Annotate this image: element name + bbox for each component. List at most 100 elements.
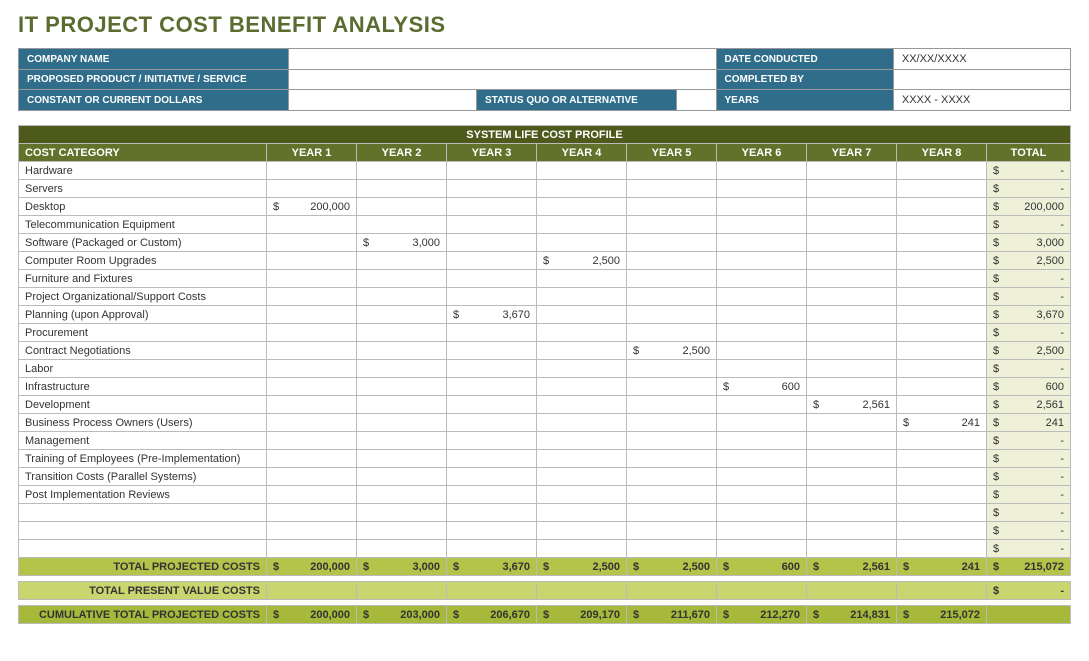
year-cell[interactable]: [447, 414, 537, 432]
year-cell[interactable]: [807, 360, 897, 378]
year-cell[interactable]: [537, 288, 627, 306]
year-cell[interactable]: [447, 378, 537, 396]
year-cell[interactable]: [717, 486, 807, 504]
year-cell[interactable]: [627, 270, 717, 288]
year-cell[interactable]: [267, 306, 357, 324]
year-cell[interactable]: [267, 414, 357, 432]
year-cell[interactable]: [357, 522, 447, 540]
year-cell[interactable]: [897, 198, 987, 216]
pv-cell[interactable]: [627, 582, 717, 600]
year-cell[interactable]: [807, 414, 897, 432]
year-cell[interactable]: [807, 288, 897, 306]
year-cell[interactable]: [897, 540, 987, 558]
pv-cell[interactable]: [717, 582, 807, 600]
year-cell[interactable]: [627, 378, 717, 396]
year-cell[interactable]: [537, 324, 627, 342]
year-cell[interactable]: [267, 270, 357, 288]
year-cell[interactable]: [447, 360, 537, 378]
year-cell[interactable]: [357, 288, 447, 306]
year-cell[interactable]: [357, 198, 447, 216]
year-cell[interactable]: [447, 522, 537, 540]
year-cell[interactable]: [807, 162, 897, 180]
year-cell[interactable]: [897, 180, 987, 198]
year-cell[interactable]: [447, 288, 537, 306]
year-cell[interactable]: [267, 180, 357, 198]
year-cell[interactable]: [267, 252, 357, 270]
year-cell[interactable]: [717, 198, 807, 216]
year-cell[interactable]: [267, 360, 357, 378]
year-cell[interactable]: [717, 324, 807, 342]
year-cell[interactable]: [537, 450, 627, 468]
pv-cell[interactable]: [447, 582, 537, 600]
year-cell[interactable]: [807, 486, 897, 504]
year-cell[interactable]: [447, 432, 537, 450]
year-cell[interactable]: [717, 252, 807, 270]
year-cell[interactable]: [357, 378, 447, 396]
year-cell[interactable]: [627, 432, 717, 450]
year-cell[interactable]: [627, 504, 717, 522]
year-cell[interactable]: [537, 306, 627, 324]
year-cell[interactable]: [447, 252, 537, 270]
year-cell[interactable]: [627, 180, 717, 198]
year-cell[interactable]: [267, 540, 357, 558]
year-cell[interactable]: [447, 540, 537, 558]
year-cell[interactable]: [807, 216, 897, 234]
year-cell[interactable]: [897, 432, 987, 450]
year-cell[interactable]: [897, 396, 987, 414]
year-cell[interactable]: [537, 540, 627, 558]
year-cell[interactable]: [267, 522, 357, 540]
year-cell[interactable]: [447, 216, 537, 234]
year-cell[interactable]: [897, 360, 987, 378]
year-cell[interactable]: [807, 180, 897, 198]
year-cell[interactable]: [537, 216, 627, 234]
year-cell[interactable]: [807, 234, 897, 252]
year-cell[interactable]: [537, 342, 627, 360]
year-cell[interactable]: [357, 486, 447, 504]
year-cell[interactable]: [447, 180, 537, 198]
year-cell[interactable]: [807, 306, 897, 324]
year-cell[interactable]: [447, 396, 537, 414]
year-cell[interactable]: [537, 270, 627, 288]
year-cell[interactable]: [627, 162, 717, 180]
year-cell[interactable]: [447, 198, 537, 216]
year-cell[interactable]: [537, 198, 627, 216]
year-cell[interactable]: [447, 324, 537, 342]
pv-cell[interactable]: [267, 582, 357, 600]
year-cell[interactable]: [537, 234, 627, 252]
year-cell[interactable]: [447, 342, 537, 360]
year-cell[interactable]: [447, 234, 537, 252]
year-cell[interactable]: [357, 270, 447, 288]
year-cell[interactable]: [717, 270, 807, 288]
year-cell[interactable]: [717, 216, 807, 234]
year-cell[interactable]: [897, 162, 987, 180]
year-cell[interactable]: [627, 288, 717, 306]
year-cell[interactable]: [267, 432, 357, 450]
year-cell[interactable]: [897, 486, 987, 504]
year-cell[interactable]: [627, 234, 717, 252]
year-cell[interactable]: [807, 468, 897, 486]
date-value[interactable]: XX/XX/XXXX: [893, 49, 1070, 70]
year-cell[interactable]: [897, 342, 987, 360]
completed-value[interactable]: [893, 70, 1070, 90]
year-cell[interactable]: [357, 216, 447, 234]
year-cell[interactable]: [267, 378, 357, 396]
year-cell[interactable]: [807, 252, 897, 270]
year-cell[interactable]: [717, 504, 807, 522]
year-cell[interactable]: [627, 198, 717, 216]
year-cell[interactable]: [627, 522, 717, 540]
year-cell[interactable]: [717, 522, 807, 540]
year-cell[interactable]: $2,500: [537, 252, 627, 270]
year-cell[interactable]: [717, 432, 807, 450]
year-cell[interactable]: [357, 432, 447, 450]
year-cell[interactable]: [627, 540, 717, 558]
year-cell[interactable]: [537, 486, 627, 504]
year-cell[interactable]: [627, 360, 717, 378]
year-cell[interactable]: [357, 180, 447, 198]
year-cell[interactable]: [357, 342, 447, 360]
year-cell[interactable]: [267, 216, 357, 234]
company-value[interactable]: [288, 49, 716, 70]
year-cell[interactable]: [537, 414, 627, 432]
year-cell[interactable]: [267, 342, 357, 360]
year-cell[interactable]: [897, 216, 987, 234]
year-cell[interactable]: [897, 252, 987, 270]
